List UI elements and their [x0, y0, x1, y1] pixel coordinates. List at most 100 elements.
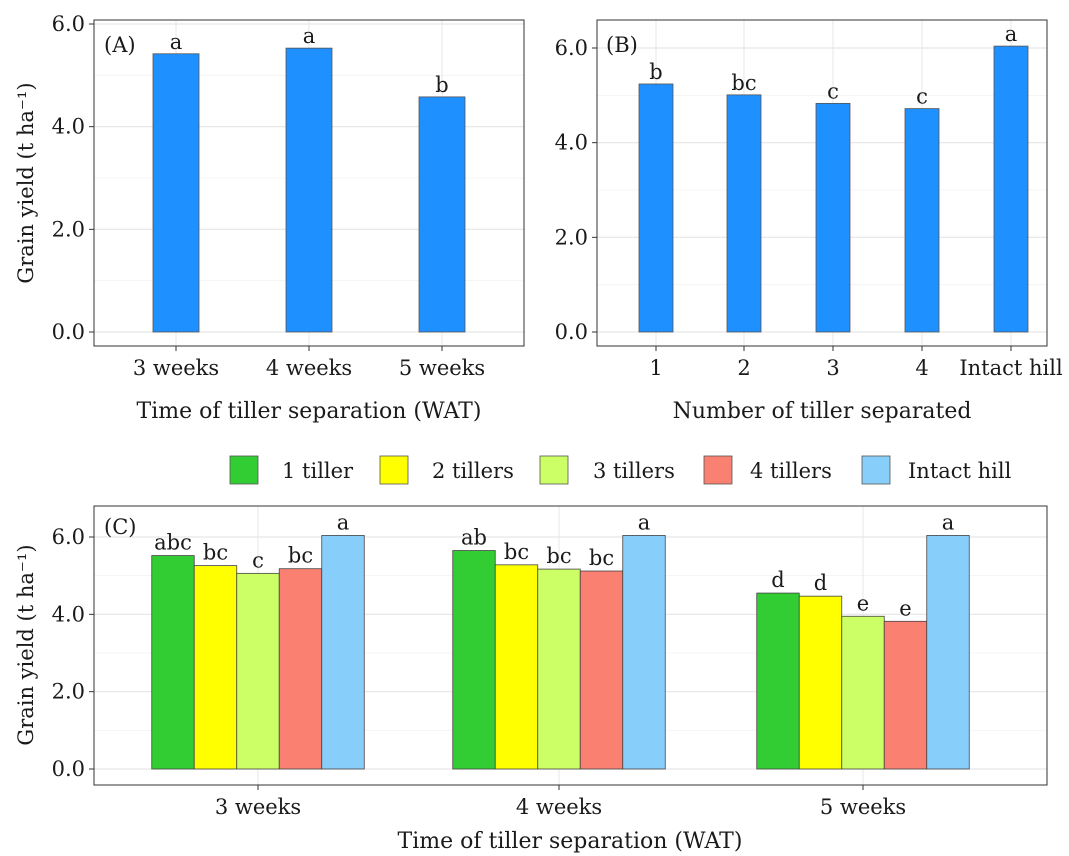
- data-label: a: [170, 30, 183, 54]
- y-tick-label: 6.0: [52, 525, 85, 549]
- bar: [321, 535, 365, 770]
- panel-c-legend: 1 tiller 2 tillers 3 tillers 4 tillers Intac…: [229, 455, 1012, 485]
- panel-a-yaxis: 0.0 2.0 4.0 6.0: [52, 12, 94, 344]
- panel-b-label: (B): [606, 33, 638, 57]
- data-label: bc: [589, 546, 614, 570]
- data-label: a: [1005, 22, 1018, 46]
- bar: [798, 595, 843, 770]
- x-tick-label: 3 weeks: [215, 795, 301, 819]
- y-tick-label: 6.0: [52, 12, 85, 36]
- bar: [236, 572, 280, 770]
- data-label: c: [916, 85, 928, 109]
- panel-b: b bc c ca 0.02.04.06.0 1 2 3 4 Intact hill (B) …: [555, 19, 1063, 424]
- legend-swatch: [703, 455, 733, 485]
- bar: [726, 94, 762, 333]
- data-label: e: [899, 596, 911, 620]
- legend-swatch: [539, 455, 569, 485]
- bar: [152, 53, 200, 333]
- panel-a-bars: a a b: [152, 24, 466, 333]
- data-label: d: [771, 568, 784, 592]
- legend-label: Intact hill: [908, 459, 1012, 483]
- data-label: a: [942, 510, 955, 534]
- bar: [926, 535, 970, 770]
- bar: [904, 108, 940, 333]
- x-tick-label: 2: [737, 356, 750, 380]
- x-tick-label: 5 weeks: [399, 356, 485, 380]
- bar: [494, 564, 539, 770]
- y-tick-label: 4.0: [52, 602, 85, 626]
- y-tick-label: 4.0: [52, 115, 85, 139]
- x-tick-label: 4 weeks: [266, 356, 352, 380]
- data-label: e: [857, 591, 869, 615]
- bar: [285, 47, 333, 333]
- data-label: ab: [461, 526, 487, 550]
- bar: [151, 555, 195, 770]
- data-label: a: [638, 510, 651, 534]
- bar: [883, 620, 928, 770]
- panel-a-ylabel: Grain yield (t ha⁻¹): [14, 82, 38, 283]
- legend-swatch: [861, 455, 891, 485]
- panel-a: a a b 0.0 2.0 4.0 6.0 3 weeks 4 weeks 5 weeks (…: [14, 12, 525, 424]
- y-tick-label: 2.0: [52, 680, 85, 704]
- panel-b-xaxis: 1 2 3 4 Intact hill: [649, 346, 1063, 380]
- x-tick-label: 5 weeks: [820, 795, 906, 819]
- bar: [993, 45, 1029, 333]
- y-tick-label: 6.0: [555, 36, 588, 60]
- bar: [622, 535, 666, 770]
- data-label: d: [814, 571, 827, 595]
- legend-label: 1 tiller: [282, 459, 354, 483]
- legend-label: 3 tillers: [593, 459, 675, 483]
- x-tick-label: 1: [649, 356, 662, 380]
- x-tick-label: 4: [915, 356, 928, 380]
- bar: [815, 102, 851, 333]
- panel-c-ylabel: Grain yield (t ha⁻¹): [14, 544, 38, 745]
- panel-b-frame: [596, 19, 1048, 347]
- bar: [537, 568, 581, 770]
- data-label: a: [303, 24, 316, 48]
- panel-b-bars: b bc c c a: [638, 22, 1029, 333]
- y-tick-label: 2.0: [52, 217, 85, 241]
- y-tick-label: 2.0: [555, 225, 588, 249]
- data-label: bc: [731, 71, 756, 95]
- panel-a-xlabel: Time of tiller separation (WAT): [137, 399, 482, 424]
- legend-label: 4 tillers: [750, 459, 832, 483]
- bar: [418, 96, 466, 333]
- bar: [278, 568, 323, 770]
- data-label: b: [649, 60, 662, 84]
- data-label: a: [337, 510, 350, 534]
- y-tick-label: 0.0: [555, 320, 588, 344]
- panel-b-xlabel: Number of tiller separated: [673, 399, 972, 424]
- panel-c-xlabel: Time of tiller separation (WAT): [398, 829, 743, 854]
- bar: [452, 550, 496, 770]
- panel-b-yaxis: 0.0 2.0 4.0 6.0: [555, 36, 597, 344]
- bar: [841, 615, 885, 770]
- data-label: bc: [546, 544, 571, 568]
- x-tick-label: 3: [826, 356, 839, 380]
- data-label: c: [827, 79, 839, 103]
- panel-a-label: (A): [104, 33, 136, 57]
- bar: [579, 570, 624, 770]
- panel-c-frame: [93, 505, 1048, 786]
- data-label: bc: [504, 540, 529, 564]
- bar: [193, 565, 238, 770]
- legend-swatch: [379, 455, 409, 485]
- bar: [638, 83, 674, 333]
- bar: [756, 592, 800, 770]
- y-tick-label: 4.0: [555, 131, 588, 155]
- x-tick-label: Intact hill: [959, 356, 1063, 380]
- x-tick-label: 4 weeks: [516, 795, 602, 819]
- y-tick-label: 0.0: [52, 320, 85, 344]
- panel-c-xaxis: 3 weeks 4 weeks 5 weeks: [215, 785, 906, 819]
- data-label: b: [435, 73, 448, 97]
- legend-swatch: [229, 455, 259, 485]
- x-tick-label: 3 weeks: [133, 356, 219, 380]
- data-label: bc: [203, 541, 228, 565]
- y-tick-label: 0.0: [52, 757, 85, 781]
- data-label: abc: [154, 531, 192, 555]
- panel-c-yaxis: 0.0 2.0 4.0 6.0: [52, 525, 94, 781]
- data-label: c: [252, 548, 264, 572]
- data-label: bc: [288, 544, 313, 568]
